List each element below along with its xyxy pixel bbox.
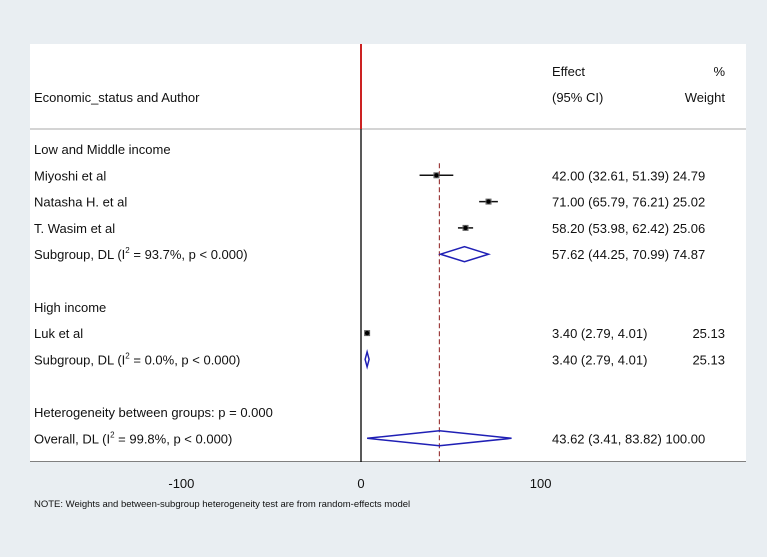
forest-plot: Economic_status and Author Effect (95% C… — [30, 44, 746, 462]
estimate-text: 58.20 (53.98, 62.42) 25.06 — [552, 221, 705, 236]
header-left-label: Economic_status and Author — [34, 90, 200, 105]
subgroup-diamond — [437, 245, 492, 263]
header-effect-label: Effect — [552, 64, 585, 79]
weight-text: 25.13 — [692, 326, 725, 341]
header-pct-label: % — [713, 64, 725, 79]
i-squared-superscript: 2 — [110, 430, 115, 439]
estimate-text: 57.62 (44.25, 70.99) 74.87 — [552, 247, 705, 262]
subgroup-label-prefix: Subgroup, DL (I — [34, 247, 125, 262]
group-label: High income — [34, 300, 106, 315]
overall-label: Overall, DL (I2 = 99.8%, p < 0.000) — [34, 430, 232, 446]
subgroup-label-suffix: = 0.0%, p < 0.000) — [130, 352, 241, 367]
study-label: Miyoshi et al — [34, 168, 106, 183]
overall-label-prefix: Overall, DL (I — [34, 431, 110, 446]
estimate-text: 3.40 (2.79, 4.01) — [552, 326, 647, 341]
footnote: NOTE: Weights and between-subgroup heter… — [34, 499, 411, 510]
x-tick-label: 0 — [357, 476, 364, 491]
study-label: Luk et al — [34, 326, 83, 341]
x-tick-label: -100 — [168, 476, 194, 491]
marks-layer — [360, 44, 512, 462]
point-estimate — [486, 199, 491, 204]
estimate-text: 3.40 (2.79, 4.01) — [552, 352, 647, 367]
header-weight-label: Weight — [685, 90, 726, 105]
overall-diamond — [367, 430, 512, 447]
subgroup-label-suffix: = 93.7%, p < 0.000) — [130, 247, 248, 262]
forest-plot-panel: Economic_status and Author Effect (95% C… — [30, 44, 746, 462]
group-label: Low and Middle income — [34, 142, 171, 157]
i-squared-superscript: 2 — [125, 246, 130, 255]
point-estimate — [463, 225, 468, 231]
estimate-text: 71.00 (65.79, 76.21) 25.02 — [552, 195, 705, 210]
study-label: Natasha H. et al — [34, 195, 127, 210]
group-label: Heterogeneity between groups: p = 0.000 — [34, 405, 273, 420]
estimate-text: 43.62 (3.41, 83.82) 100.00 — [552, 431, 705, 446]
point-estimate — [364, 330, 370, 336]
subgroup-diamond — [364, 348, 370, 370]
rows-layer: Low and Middle income Miyoshi et al 42.00 … — [34, 142, 725, 446]
subgroup-label: Subgroup, DL (I2 = 0.0%, p < 0.000) — [34, 351, 240, 367]
overall-label-suffix: = 99.8%, p < 0.000) — [115, 431, 233, 446]
study-label: T. Wasim et al — [34, 221, 115, 236]
subgroup-label: Subgroup, DL (I2 = 93.7%, p < 0.000) — [34, 246, 248, 262]
weight-text: 25.13 — [692, 352, 725, 367]
i-squared-superscript: 2 — [125, 351, 130, 360]
x-tick-label: 100 — [530, 476, 552, 491]
point-estimate — [434, 173, 439, 178]
estimate-text: 42.00 (32.61, 51.39) 24.79 — [552, 168, 705, 183]
header-ci-label: (95% CI) — [552, 90, 603, 105]
subgroup-label-prefix: Subgroup, DL (I — [34, 352, 125, 367]
x-tick-labels: -100 0 100 — [168, 476, 552, 491]
